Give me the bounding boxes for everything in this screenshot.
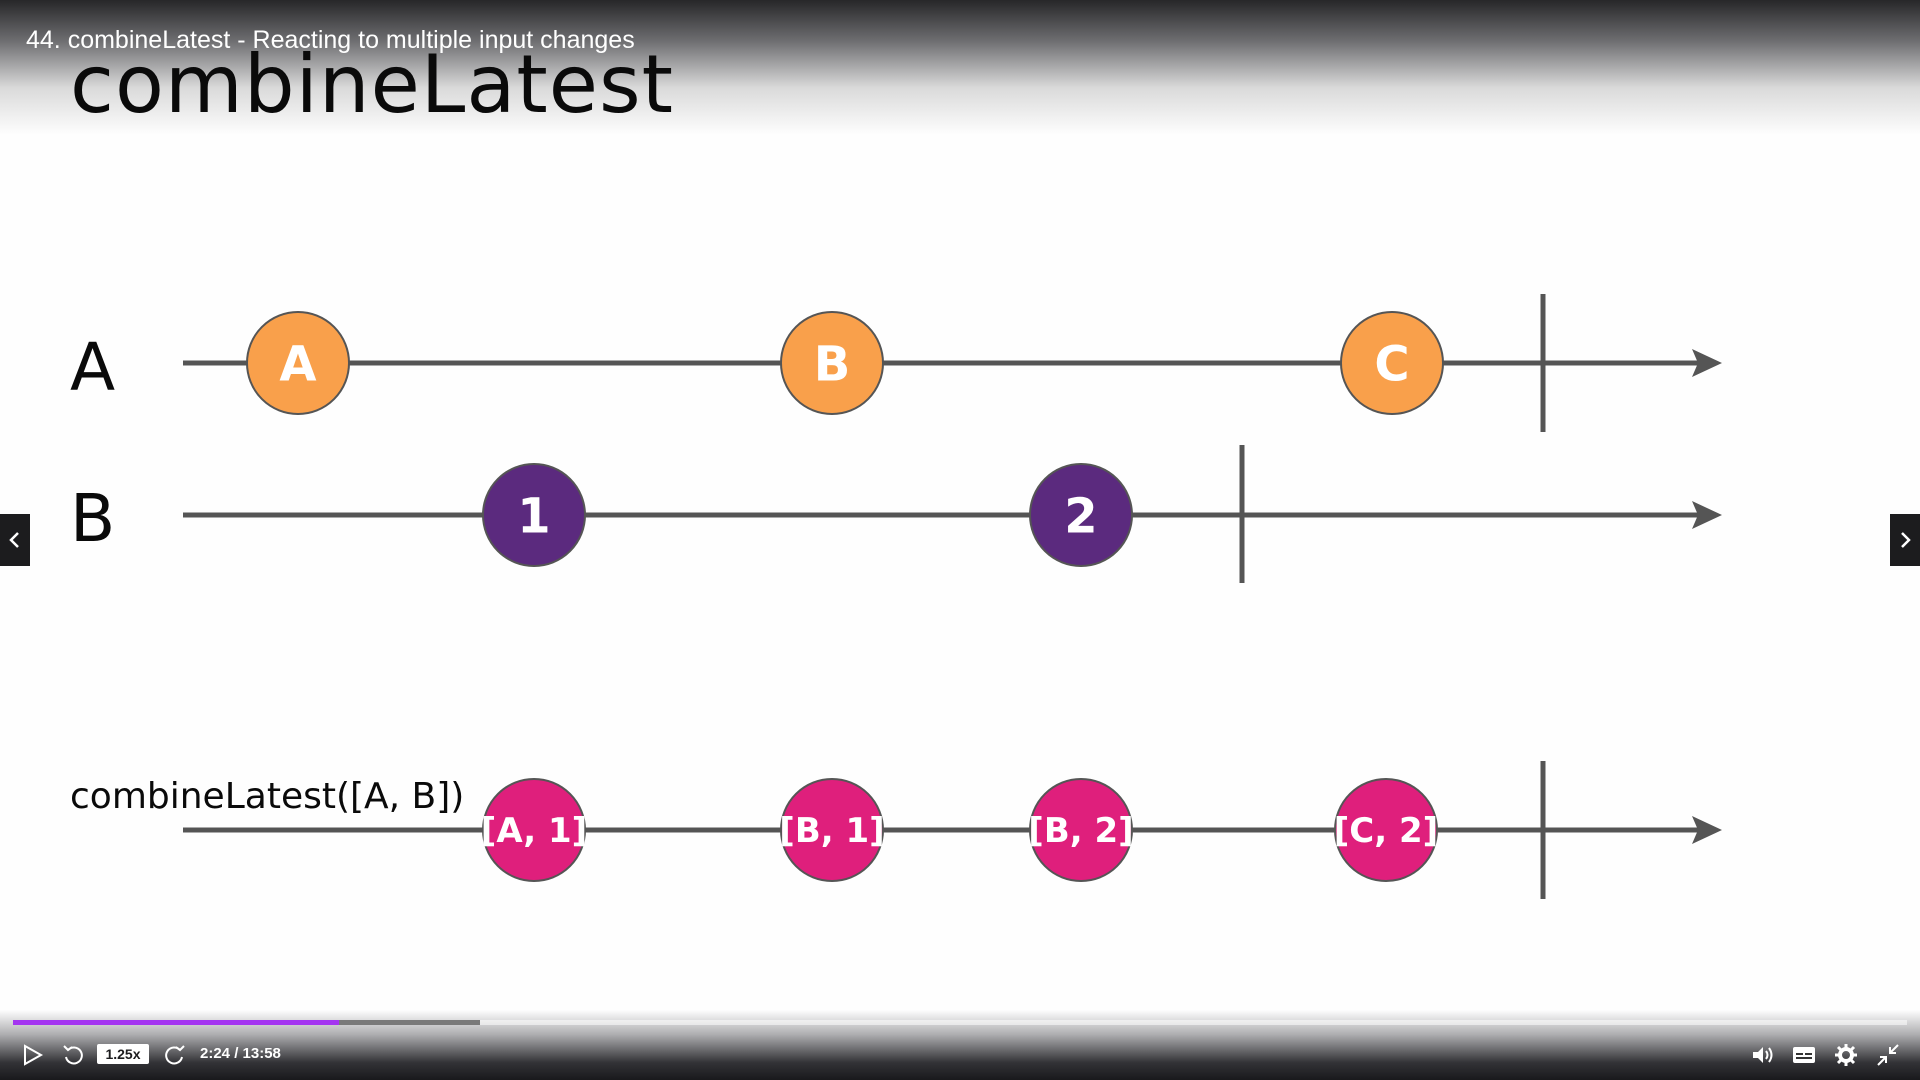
fullscreen-button[interactable]	[1875, 1042, 1901, 1073]
rewind-icon	[63, 1045, 83, 1065]
lecture-title: 44. combineLatest - Reacting to multiple…	[26, 26, 635, 54]
chevron-right-icon	[1901, 532, 1911, 548]
stream-2-marble-label: 2	[1064, 488, 1097, 544]
settings-button[interactable]	[1833, 1042, 1859, 1073]
previous-lecture-button[interactable]	[0, 514, 30, 566]
captions-button[interactable]	[1791, 1043, 1817, 1072]
stream-1-marble-label: A	[279, 336, 316, 392]
forward-button[interactable]	[161, 1042, 187, 1073]
stream-3-marble-label: [C, 2]	[1334, 811, 1438, 851]
stream-1-marble	[780, 311, 884, 415]
stream-3-marble-label: [A, 1]	[481, 811, 587, 851]
stream-1-label: A	[70, 329, 115, 406]
play-icon	[24, 1044, 44, 1066]
slide-title: combineLatest	[70, 38, 675, 131]
stream-3-marble	[1029, 778, 1133, 882]
stream-2-marble	[1029, 463, 1133, 567]
stream-1-marble-label: C	[1374, 336, 1409, 392]
progress-bar[interactable]	[13, 1020, 1907, 1025]
playback-speed-button[interactable]: 1.25x	[97, 1044, 149, 1064]
stream-3-marble-label: [B, 2]	[1028, 811, 1133, 851]
rewind-button[interactable]	[61, 1042, 87, 1073]
volume-icon	[1753, 1047, 1773, 1063]
stream-1-marble	[246, 311, 350, 415]
stream-3-label: combineLatest([A, B])	[70, 776, 464, 817]
volume-button[interactable]	[1750, 1042, 1776, 1073]
forward-icon	[165, 1045, 185, 1065]
stream-3-arrowhead-icon	[1692, 816, 1722, 844]
fullscreen-exit-icon	[1877, 1044, 1899, 1066]
stream-1-marble-label: B	[814, 336, 851, 392]
time-display: 2:24 / 13:58	[200, 1045, 281, 1062]
stream-2-marble	[482, 463, 586, 567]
stream-1-arrowhead-icon	[1692, 349, 1722, 377]
stream-2-arrowhead-icon	[1692, 501, 1722, 529]
next-lecture-button[interactable]	[1890, 514, 1920, 566]
stream-3-marble	[780, 778, 884, 882]
play-button[interactable]	[20, 1043, 44, 1072]
stream-3-marble-label: [B, 1]	[779, 811, 884, 851]
stream-3-marble	[1334, 778, 1438, 882]
stream-2-marble-label: 1	[517, 488, 550, 544]
stream-1-marble	[1340, 311, 1444, 415]
captions-icon	[1793, 1047, 1815, 1063]
stream-2-label: B	[70, 480, 115, 557]
stream-3-marble	[482, 778, 586, 882]
chevron-left-icon	[9, 532, 19, 548]
settings-icon	[1835, 1044, 1857, 1066]
progress-played	[13, 1020, 339, 1025]
